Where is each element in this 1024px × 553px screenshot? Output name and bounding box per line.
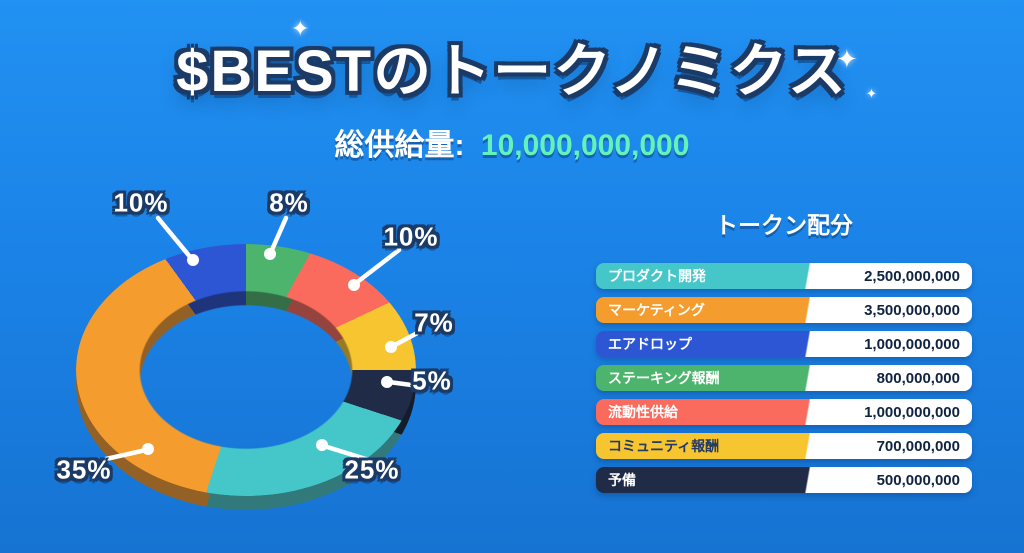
legend-item: ステーキング報酬 800,000,000 (596, 365, 972, 391)
token-allocation-panel: トークン配分 プロダクト開発 2,500,000,000 マーケティング 3,5… (596, 206, 972, 501)
donut-percent-label: 25% (344, 454, 400, 485)
total-supply-label: 総供給量: (334, 129, 465, 162)
legend-title: トークン配分 (715, 212, 853, 238)
legend-item-value: 800,000,000 (876, 369, 960, 387)
legend-item-label: 予備 (608, 472, 636, 488)
donut-percent-label: 8% (269, 187, 309, 218)
total-supply-value: 10,000,000,000 (480, 129, 690, 162)
donut-percent-label: 7% (414, 307, 454, 338)
legend-item: 予備 500,000,000 (596, 467, 972, 493)
legend-item: マーケティング 3,500,000,000 (596, 297, 972, 323)
legend-item-label: マーケティング (608, 302, 705, 318)
legend-item-value: 500,000,000 (876, 471, 960, 489)
sparkle-icon: ✦ (866, 86, 877, 101)
donut-percent-label: 5% (412, 365, 452, 396)
legend-item: プロダクト開発 2,500,000,000 (596, 263, 972, 289)
legend-item-label: コミュニティ報酬 (608, 438, 720, 454)
page-title: $BESTのトークノミクス (176, 39, 848, 104)
legend-list: プロダクト開発 2,500,000,000 マーケティング 3,500,000,… (596, 263, 972, 493)
legend-item: エアドロップ 1,000,000,000 (596, 331, 972, 357)
donut-percent-label: 35% (56, 454, 112, 485)
donut-percent-label: 10% (383, 221, 439, 252)
legend-item-value: 3,500,000,000 (864, 301, 960, 319)
legend-item-value: 1,000,000,000 (864, 403, 960, 421)
legend-item-label: 流動性供給 (608, 404, 678, 420)
sparkle-icon: ✦ (836, 44, 858, 74)
legend-item-value: 700,000,000 (876, 437, 960, 455)
legend-item-label: プロダクト開発 (608, 268, 706, 284)
sparkle-icon: ✦ (291, 16, 310, 41)
legend-item-value: 2,500,000,000 (864, 267, 960, 285)
legend-item-label: ステーキング報酬 (608, 370, 720, 386)
legend-item: 流動性供給 1,000,000,000 (596, 399, 972, 425)
legend-item-value: 1,000,000,000 (864, 335, 960, 353)
legend-item-label: エアドロップ (608, 336, 692, 352)
donut-percent-label: 10% (113, 187, 169, 218)
legend-item: コミュニティ報酬 700,000,000 (596, 433, 972, 459)
total-supply: 総供給量: 10,000,000,000 (0, 120, 1024, 164)
